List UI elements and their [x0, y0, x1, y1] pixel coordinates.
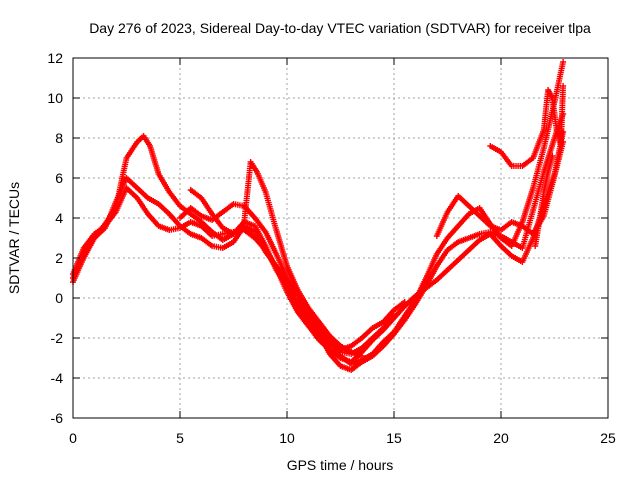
series-track-9	[532, 153, 556, 249]
series-markers	[532, 153, 556, 249]
y-tick-label: 12	[47, 50, 63, 66]
x-tick-label: 25	[600, 430, 616, 446]
y-tick-label: 8	[55, 130, 63, 146]
y-tick-label: -2	[51, 330, 64, 346]
series-track-6	[284, 265, 408, 353]
series-markers	[487, 83, 567, 169]
plot-frame	[72, 57, 609, 419]
x-tick-label: 0	[69, 430, 77, 446]
y-tick-label: 6	[55, 170, 63, 186]
x-tick-label: 15	[386, 430, 402, 446]
y-axis-label: SDTVAR / TECUs	[6, 182, 22, 294]
chart-title: Day 276 of 2023, Sidereal Day-to-day VTE…	[89, 20, 591, 36]
y-tick-label: -6	[51, 410, 64, 426]
x-tick-label: 20	[493, 430, 509, 446]
series-track-5	[187, 159, 365, 359]
x-tick-label: 10	[279, 430, 295, 446]
series-track-8	[487, 83, 567, 169]
series-markers	[284, 265, 408, 353]
y-tick-label: 0	[55, 290, 63, 306]
points-layer	[70, 59, 567, 373]
axis-layer: 0 5 10 15 20 25 -6 -4 -2 0 2 4 6 8 10 12	[47, 50, 616, 446]
y-tick-label: 2	[55, 250, 63, 266]
y-tick-label: 4	[55, 210, 63, 226]
y-tick-label: -4	[51, 370, 64, 386]
x-tick-label: 5	[176, 430, 184, 446]
x-axis-label: GPS time / hours	[287, 457, 394, 473]
y-tick-label: 10	[47, 90, 63, 106]
series-markers	[187, 159, 365, 359]
